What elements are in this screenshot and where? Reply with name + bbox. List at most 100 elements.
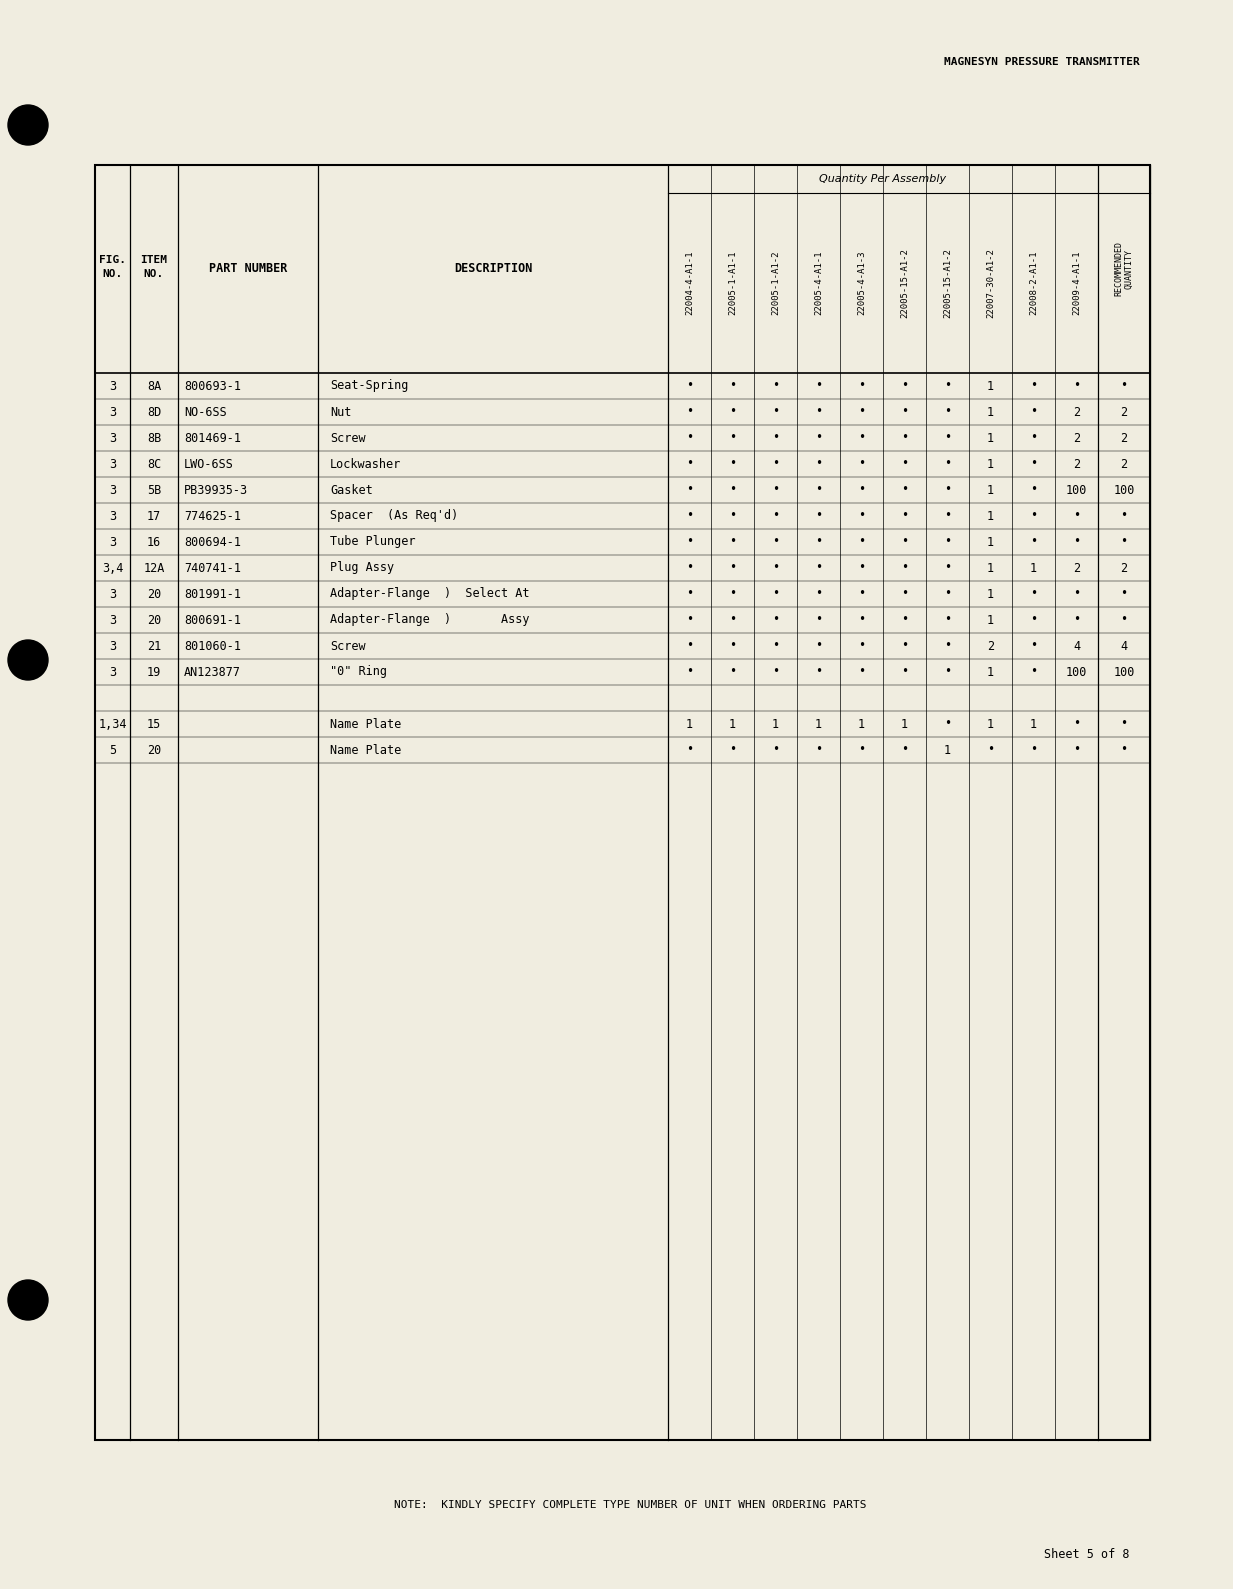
Text: 8C: 8C xyxy=(147,458,162,470)
Text: •: • xyxy=(729,458,736,470)
Text: NOTE:  KINDLY SPECIFY COMPLETE TYPE NUMBER OF UNIT WHEN ORDERING PARTS: NOTE: KINDLY SPECIFY COMPLETE TYPE NUMBE… xyxy=(393,1500,867,1510)
Text: •: • xyxy=(1030,405,1037,418)
Text: •: • xyxy=(1121,718,1127,731)
Text: •: • xyxy=(1121,613,1127,626)
Circle shape xyxy=(7,640,48,680)
Text: 2: 2 xyxy=(1121,458,1127,470)
Text: •: • xyxy=(686,380,693,392)
Text: 1: 1 xyxy=(986,432,994,445)
Text: •: • xyxy=(944,432,951,445)
Text: •: • xyxy=(729,561,736,575)
Text: •: • xyxy=(686,561,693,575)
Text: 1: 1 xyxy=(944,744,951,756)
Text: 1: 1 xyxy=(986,510,994,523)
Text: NO.: NO. xyxy=(102,269,122,280)
Text: 20: 20 xyxy=(147,613,162,626)
Text: •: • xyxy=(944,561,951,575)
Text: •: • xyxy=(858,535,866,548)
Text: Tube Plunger: Tube Plunger xyxy=(330,535,416,548)
Text: •: • xyxy=(815,639,822,653)
Text: •: • xyxy=(858,510,866,523)
Text: •: • xyxy=(772,510,779,523)
Text: •: • xyxy=(1030,535,1037,548)
Text: 1: 1 xyxy=(986,561,994,575)
Text: •: • xyxy=(1030,744,1037,756)
Text: 1: 1 xyxy=(901,718,907,731)
Text: •: • xyxy=(1073,613,1080,626)
Text: 20: 20 xyxy=(147,588,162,601)
Text: •: • xyxy=(729,405,736,418)
Text: •: • xyxy=(858,744,866,756)
Text: •: • xyxy=(729,510,736,523)
Text: 8A: 8A xyxy=(147,380,162,392)
Bar xyxy=(95,165,1150,1440)
Text: 3: 3 xyxy=(109,432,116,445)
Text: 2: 2 xyxy=(1073,432,1080,445)
Text: 17: 17 xyxy=(147,510,162,523)
Text: 19: 19 xyxy=(147,666,162,679)
Text: MAGNESYN PRESSURE TRANSMITTER: MAGNESYN PRESSURE TRANSMITTER xyxy=(944,57,1141,67)
Text: •: • xyxy=(944,613,951,626)
Text: •: • xyxy=(729,535,736,548)
Text: Nut: Nut xyxy=(330,405,351,418)
Text: Name Plate: Name Plate xyxy=(330,718,401,731)
Text: •: • xyxy=(686,639,693,653)
Text: •: • xyxy=(686,744,693,756)
Text: 4: 4 xyxy=(1121,639,1127,653)
Text: •: • xyxy=(729,639,736,653)
Text: FIG.: FIG. xyxy=(99,254,126,265)
Text: 22009-4-A1-1: 22009-4-A1-1 xyxy=(1071,251,1081,315)
Text: •: • xyxy=(815,588,822,601)
Text: PB39935-3: PB39935-3 xyxy=(184,483,248,496)
Text: 1: 1 xyxy=(986,405,994,418)
Text: •: • xyxy=(729,483,736,496)
Text: 2: 2 xyxy=(1073,458,1080,470)
Text: •: • xyxy=(815,458,822,470)
Text: •: • xyxy=(815,613,822,626)
Text: 12A: 12A xyxy=(143,561,165,575)
Text: 22004-4-A1-1: 22004-4-A1-1 xyxy=(686,251,694,315)
Text: 22005-4-A1-1: 22005-4-A1-1 xyxy=(814,251,822,315)
Text: 100: 100 xyxy=(1065,666,1088,679)
Text: AN123877: AN123877 xyxy=(184,666,240,679)
Text: 1: 1 xyxy=(986,458,994,470)
Text: Quantity Per Assembly: Quantity Per Assembly xyxy=(820,175,947,184)
Text: Spacer  (As Req'd): Spacer (As Req'd) xyxy=(330,510,459,523)
Text: •: • xyxy=(1121,744,1127,756)
Text: •: • xyxy=(1073,380,1080,392)
Text: •: • xyxy=(901,639,907,653)
Text: •: • xyxy=(686,483,693,496)
Text: •: • xyxy=(1030,510,1037,523)
Text: 8B: 8B xyxy=(147,432,162,445)
Text: 1: 1 xyxy=(1030,561,1037,575)
Text: •: • xyxy=(815,405,822,418)
Text: 100: 100 xyxy=(1113,483,1134,496)
Text: 1: 1 xyxy=(986,380,994,392)
Text: •: • xyxy=(901,405,907,418)
Text: •: • xyxy=(858,639,866,653)
Text: 740741-1: 740741-1 xyxy=(184,561,240,575)
Text: •: • xyxy=(686,432,693,445)
Circle shape xyxy=(7,1281,48,1320)
Text: •: • xyxy=(686,510,693,523)
Text: •: • xyxy=(944,718,951,731)
Text: 801060-1: 801060-1 xyxy=(184,639,240,653)
Text: 1: 1 xyxy=(686,718,693,731)
Text: 22005-1-A1-2: 22005-1-A1-2 xyxy=(771,251,780,315)
Text: •: • xyxy=(858,613,866,626)
Text: •: • xyxy=(815,561,822,575)
Text: 3: 3 xyxy=(109,613,116,626)
Text: •: • xyxy=(772,405,779,418)
Text: •: • xyxy=(729,666,736,679)
Text: •: • xyxy=(1073,588,1080,601)
Text: •: • xyxy=(686,588,693,601)
Text: •: • xyxy=(858,666,866,679)
Text: •: • xyxy=(1030,639,1037,653)
Text: •: • xyxy=(944,639,951,653)
Text: •: • xyxy=(858,483,866,496)
Text: NO.: NO. xyxy=(144,269,164,280)
Text: 22005-15-A1-2: 22005-15-A1-2 xyxy=(900,248,909,318)
Text: Adapter-Flange  )       Assy: Adapter-Flange ) Assy xyxy=(330,613,529,626)
Text: 801991-1: 801991-1 xyxy=(184,588,240,601)
Text: •: • xyxy=(944,458,951,470)
